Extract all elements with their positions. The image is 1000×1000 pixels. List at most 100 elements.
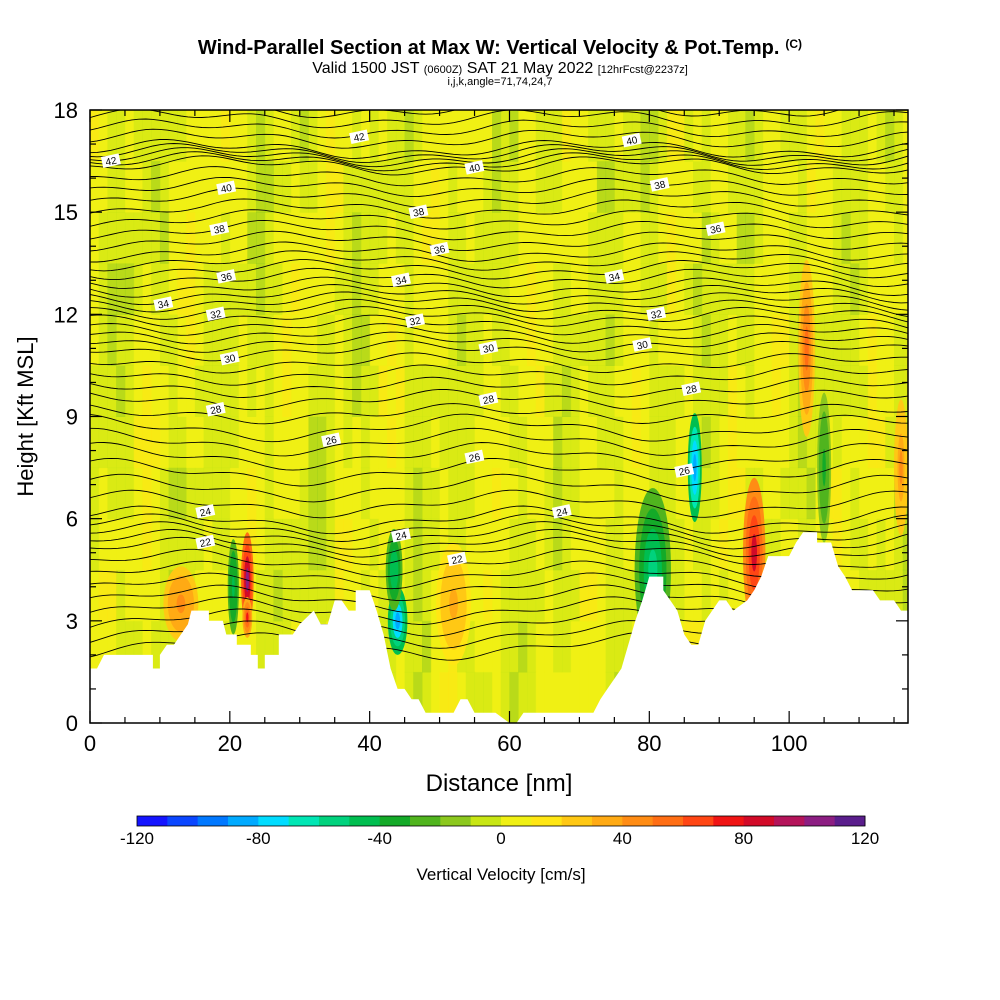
velocity-texture-cell — [553, 671, 563, 723]
velocity-texture-cell — [780, 416, 790, 469]
theta-contour-line — [90, 489, 908, 519]
velocity-texture-cell — [422, 416, 432, 469]
velocity-texture-cell — [570, 161, 580, 213]
velocity-texture-cell — [264, 161, 275, 213]
velocity-texture-cell — [465, 671, 476, 723]
theta-label-text: 30 — [482, 343, 496, 356]
velocity-texture-cell — [736, 110, 746, 162]
velocity-texture-cell — [465, 620, 476, 673]
velocity-texture-cell — [124, 620, 135, 673]
theta-label-bg — [321, 432, 342, 448]
velocity-texture-cell — [430, 416, 441, 469]
velocity-texture-cell — [876, 365, 886, 417]
theta-label-bg — [216, 180, 237, 196]
velocity-texture-cell — [474, 263, 484, 315]
velocity-texture-cell — [710, 467, 720, 520]
velocity-texture-cell — [474, 212, 484, 264]
velocity-texture-cell — [561, 212, 572, 264]
velocity-texture-cell — [308, 314, 318, 366]
velocity-texture-cell — [291, 314, 301, 366]
velocity-texture-cell — [509, 467, 519, 520]
velocity-texture-cell — [413, 212, 423, 264]
velocity-texture-cell — [159, 365, 170, 417]
velocity-texture-cell — [203, 365, 213, 417]
velocity-texture-cell — [859, 314, 869, 366]
theta-contour-line — [90, 198, 908, 219]
velocity-texture-cell — [579, 365, 589, 417]
colorbar-swatch — [137, 816, 168, 826]
theta-label-bg — [408, 204, 429, 219]
velocity-texture-cell — [561, 365, 572, 417]
velocity-texture-cell — [369, 569, 379, 622]
velocity-texture-cell — [221, 263, 231, 315]
velocity-texture-cell — [588, 161, 598, 213]
velocity-texture-cell — [422, 518, 432, 571]
velocity-texture-cell — [413, 467, 423, 520]
velocity-texture-cell — [693, 518, 703, 571]
theta-contour-line — [90, 230, 908, 252]
velocity-texture-cell — [789, 110, 799, 162]
colorbar-swatch — [561, 816, 593, 826]
theta-contour-line — [90, 155, 908, 176]
velocity-texture-cell — [579, 263, 589, 315]
velocity-texture-cell — [727, 467, 738, 520]
velocity-texture-cell — [675, 110, 685, 162]
velocity-texture-cell — [526, 110, 537, 162]
velocity-texture-cell — [509, 569, 519, 622]
velocity-texture-cell — [885, 416, 895, 469]
velocity-texture-cell — [754, 212, 764, 264]
velocity-texture-cell — [90, 161, 100, 213]
velocity-texture-cell — [457, 416, 467, 469]
velocity-texture-cell — [151, 263, 161, 315]
theta-contour-label: 28 — [205, 401, 226, 417]
theta-contour-label: 36 — [216, 269, 237, 284]
velocity-texture-cell — [684, 212, 694, 264]
velocity-texture-cell — [727, 518, 738, 571]
velocity-texture-cell — [404, 518, 414, 571]
theta-label-bg — [205, 306, 226, 322]
velocity-texture-cell — [535, 110, 545, 162]
velocity-core — [395, 612, 401, 630]
theta-label-text: 32 — [650, 309, 664, 322]
colorbar-swatch — [167, 816, 199, 826]
velocity-texture-cell — [378, 569, 388, 622]
theta-contour-line — [90, 139, 908, 159]
velocity-texture-cell — [902, 263, 908, 315]
velocity-texture-cell — [404, 314, 414, 366]
velocity-texture-cell — [518, 416, 528, 469]
theta-contour-label: 34 — [391, 272, 411, 288]
velocity-texture-cell — [212, 263, 222, 315]
velocity-texture-cell — [727, 569, 738, 622]
velocity-texture-cell — [90, 467, 100, 520]
velocity-texture-cell — [509, 365, 519, 417]
velocity-texture-cell — [492, 620, 502, 673]
velocity-texture-cell — [90, 620, 100, 673]
theta-label-text: 38 — [412, 207, 426, 220]
velocity-texture-cell — [422, 671, 432, 723]
velocity-texture-cell — [535, 212, 545, 264]
velocity-texture-cell — [535, 314, 545, 366]
velocity-texture-cell — [736, 518, 746, 571]
velocity-texture-cell — [841, 365, 851, 417]
velocity-texture-cell — [631, 263, 642, 315]
velocity-texture-cell — [448, 416, 458, 469]
velocity-texture-cell — [264, 212, 275, 264]
theta-label-text: 24 — [395, 530, 409, 543]
velocity-texture-cell — [701, 263, 711, 315]
velocity-texture-cell — [771, 263, 781, 315]
velocity-texture-cell — [553, 314, 563, 366]
velocity-texture-cell — [518, 569, 528, 622]
colorbar-swatch — [743, 816, 775, 826]
velocity-texture-cell — [754, 110, 764, 162]
velocity-texture-cell — [588, 314, 598, 366]
velocity-texture-cell — [658, 416, 668, 469]
velocity-texture-cell — [640, 365, 650, 417]
velocity-texture-cell — [859, 518, 869, 571]
velocity-texture-cell — [902, 314, 908, 366]
velocity-texture-cell — [413, 569, 423, 622]
velocity-texture-cell — [273, 161, 283, 213]
colorbar-swatch — [410, 816, 441, 826]
velocity-texture-cell — [133, 161, 143, 213]
velocity-texture-cell — [579, 671, 589, 723]
velocity-texture-cell — [815, 161, 825, 213]
